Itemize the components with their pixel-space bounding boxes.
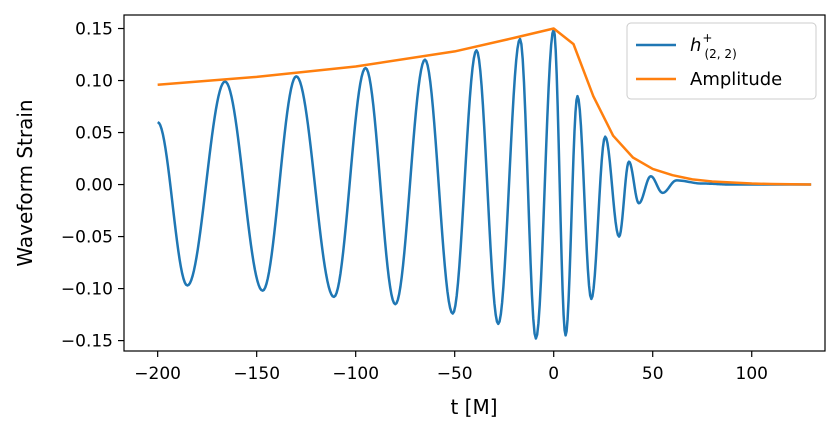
y-tick-label: −0.05 bbox=[61, 228, 113, 248]
x-tick-label: −100 bbox=[332, 364, 379, 384]
legend: h+ (2, 2) Amplitude bbox=[626, 22, 817, 100]
y-tick-label: −0.15 bbox=[61, 332, 113, 352]
y-tick-label: 0.15 bbox=[75, 20, 113, 40]
x-tick-label: −50 bbox=[437, 364, 473, 384]
x-tick-label: −150 bbox=[233, 364, 280, 384]
y-tick-label: 0.10 bbox=[75, 72, 113, 92]
x-tick-label: 50 bbox=[642, 364, 664, 384]
x-tick-label: −200 bbox=[134, 364, 181, 384]
x-tick-label: 0 bbox=[548, 364, 559, 384]
y-tick-label: 0.05 bbox=[75, 124, 113, 144]
x-ticks: −200 −150 −100 −50 0 50 100 bbox=[134, 351, 768, 384]
legend-h-subscript: (2, 2) bbox=[704, 47, 736, 61]
legend-h-symbol: h bbox=[690, 35, 701, 56]
series-layer bbox=[157, 27, 812, 340]
y-tick-label: −0.10 bbox=[61, 280, 113, 300]
y-axis-label: Waveform Strain bbox=[13, 99, 37, 266]
axes-frame bbox=[123, 14, 826, 352]
x-tick-label: 100 bbox=[736, 364, 768, 384]
series-line-h22 bbox=[157, 28, 812, 340]
y-tick-label: 0.00 bbox=[75, 176, 113, 196]
legend-h-superscript: + bbox=[702, 31, 712, 45]
legend-label-h22: h+ (2, 2) bbox=[690, 31, 737, 61]
x-axis-label: t [M] bbox=[450, 395, 497, 419]
legend-label-amplitude: Amplitude bbox=[690, 69, 782, 90]
series-line-amplitude bbox=[157, 27, 812, 186]
y-ticks: −0.15 −0.10 −0.05 0.00 0.05 0.10 0.15 bbox=[61, 20, 124, 352]
